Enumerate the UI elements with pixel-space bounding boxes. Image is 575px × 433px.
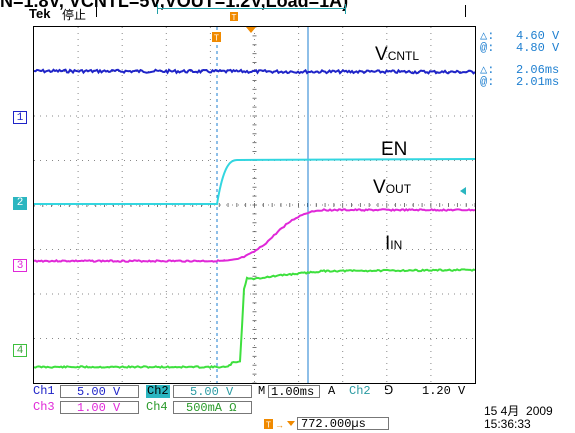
timebase-scale[interactable]: 1.00ms — [268, 385, 320, 399]
header-divider — [465, 5, 466, 17]
vout-trace-label: VOUT — [373, 177, 411, 199]
record-position-bar[interactable] — [157, 4, 346, 19]
acquisition-status: 停止 — [62, 8, 87, 22]
trigger-position-value[interactable]: 772.000µs — [297, 417, 389, 431]
cursor-at-voltage: @: 4.80 V — [480, 41, 560, 55]
ch2-label[interactable]: Ch2 — [146, 384, 170, 398]
ch3-ground-marker[interactable]: 3 — [13, 259, 27, 272]
trigger-position-marker-icon: T → — [264, 419, 295, 430]
vout-trace — [33, 208, 476, 263]
svg-text:→: → — [275, 420, 284, 430]
ch2-scale[interactable]: 5.00 V — [173, 385, 252, 399]
ch3-scale[interactable]: 1.00 V — [60, 401, 139, 415]
ch1-scale[interactable]: 5.00 V — [60, 385, 139, 399]
iin-trace — [33, 268, 476, 369]
svg-text:T: T — [266, 421, 271, 430]
svg-text:T: T — [214, 34, 219, 43]
vcntl-label-main: V — [375, 44, 388, 65]
ch1-ground-marker[interactable]: 1 — [13, 111, 27, 124]
vout-label-main: V — [373, 177, 386, 198]
ch2-ground-marker[interactable]: 2 — [13, 197, 27, 210]
ch1-label[interactable]: Ch1 — [33, 384, 55, 398]
capture-date: 15 4月 2009 — [484, 404, 553, 418]
vcntl-trace — [33, 68, 476, 75]
iin-trace-label: IIN — [385, 233, 402, 255]
waveform-display[interactable] — [33, 26, 476, 384]
trigger-mode-label: A — [328, 384, 336, 398]
timebase-label: M — [258, 384, 266, 398]
iin-label-main: I — [385, 233, 391, 254]
figure-title: N=1.8V, VCNTL=5V,VOUT=1.2V,Load=1A) — [0, 0, 349, 11]
trigger-level-icon — [460, 187, 466, 195]
cursor-delta-time: △: 2.06ms — [480, 63, 560, 77]
trigger-slope-icon[interactable]: ⅁ — [384, 384, 394, 398]
trigger-level[interactable]: 1.20 V — [422, 384, 466, 398]
trigger-source[interactable]: Ch2 — [349, 384, 371, 398]
brand-label: Tek — [29, 6, 51, 21]
en-trace — [34, 158, 476, 205]
vout-label-sub: OUT — [385, 182, 412, 196]
cursor-at-time: @: 2.01ms — [480, 75, 560, 89]
svg-text:T: T — [232, 13, 237, 22]
ch3-label[interactable]: Ch3 — [33, 400, 55, 414]
ch4-label[interactable]: Ch4 — [146, 400, 168, 414]
waveform-plot — [33, 26, 476, 384]
ch4-ground-marker[interactable]: 4 — [13, 344, 27, 357]
vcntl-label-sub: CNTL — [387, 49, 420, 63]
ch4-scale[interactable]: 500mA Ω — [173, 401, 252, 415]
header-divider — [96, 5, 97, 17]
trigger-point-icon — [246, 27, 256, 33]
iin-label-sub: IN — [390, 238, 403, 252]
trigger-marker-icon: T — [212, 32, 221, 43]
cursor-delta-voltage: △: 4.60 V — [480, 29, 560, 43]
capture-time: 15:36:33 — [484, 417, 531, 431]
vcntl-trace-label: VCNTL — [375, 44, 419, 66]
trigger-position-icon[interactable]: T — [228, 8, 240, 30]
en-trace-label: EN — [381, 139, 408, 160]
